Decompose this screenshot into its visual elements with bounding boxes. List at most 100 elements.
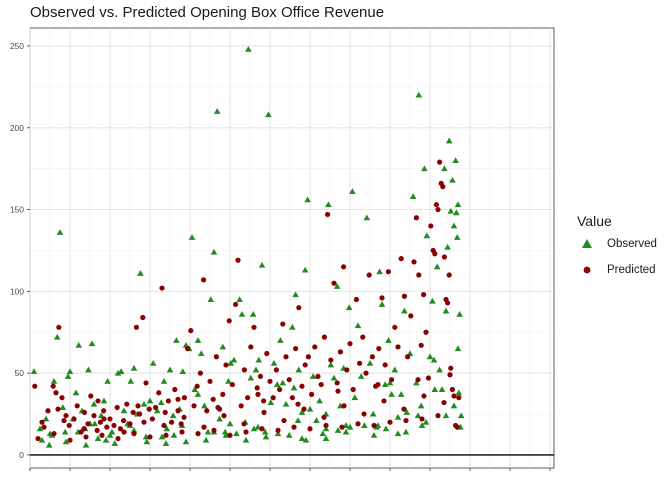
predicted-point	[32, 383, 38, 389]
observed-point	[127, 378, 135, 384]
predicted-point	[178, 421, 184, 427]
predicted-point	[181, 395, 187, 401]
observed-point	[75, 342, 83, 348]
predicted-point	[175, 396, 181, 402]
predicted-point	[221, 413, 227, 419]
predicted-point	[175, 408, 181, 414]
predicted-point	[137, 411, 143, 417]
observed-point	[445, 137, 453, 144]
predicted-point	[195, 431, 201, 437]
predicted-point	[35, 435, 41, 442]
observed-point	[270, 360, 278, 366]
predicted-point	[264, 350, 270, 357]
observed-point	[381, 381, 389, 388]
predicted-point	[235, 257, 241, 263]
observed-point	[104, 378, 111, 384]
observed-point	[391, 366, 399, 373]
predicted-point	[53, 390, 59, 396]
predicted-point	[181, 414, 187, 420]
observed-point	[301, 266, 309, 273]
predicted-point	[366, 272, 372, 278]
predicted-point	[309, 391, 315, 397]
observed-point	[382, 425, 390, 432]
observed-point	[247, 374, 255, 381]
observed-point	[153, 407, 161, 414]
predicted-point	[91, 413, 97, 419]
predicted-point	[357, 360, 363, 366]
predicted-point	[74, 403, 80, 409]
predicted-point	[395, 344, 401, 350]
predicted-point	[335, 388, 341, 394]
predicted-point	[425, 375, 431, 381]
predicted-point	[435, 413, 441, 419]
observed-point	[143, 438, 151, 445]
observed-point	[304, 196, 311, 203]
predicted-point	[67, 437, 73, 443]
predicted-point	[423, 329, 429, 335]
observed-point	[319, 430, 327, 437]
predicted-point	[379, 295, 385, 301]
observed-point	[226, 420, 234, 427]
predicted-point	[446, 272, 452, 278]
observed-point	[252, 366, 260, 373]
observed-point	[444, 243, 451, 250]
observed-point	[50, 378, 58, 384]
predicted-point	[254, 385, 260, 391]
predicted-point	[220, 391, 226, 397]
y-tick-label: 250	[10, 41, 24, 51]
observed-point	[227, 360, 235, 366]
observed-point	[207, 296, 215, 302]
observed-point	[313, 417, 320, 424]
predicted-point	[201, 424, 207, 430]
observed-point	[36, 425, 44, 432]
observed-point	[394, 430, 402, 437]
observed-point	[452, 157, 459, 163]
predicted-point	[363, 370, 369, 376]
observed-point	[306, 405, 314, 412]
observed-point	[442, 307, 450, 314]
predicted-point	[328, 357, 334, 363]
predicted-point	[149, 416, 155, 422]
predicted-point	[223, 362, 229, 368]
observed-point	[456, 310, 463, 317]
predicted-point	[83, 434, 89, 440]
predicted-point	[257, 373, 263, 380]
predicted-point	[416, 272, 422, 278]
observed-point	[170, 431, 178, 438]
observed-point	[298, 409, 306, 415]
observed-point	[453, 234, 461, 240]
observed-point	[401, 307, 408, 314]
predicted-point	[165, 398, 171, 404]
observed-point	[422, 418, 430, 425]
observed-point	[62, 438, 70, 445]
observed-point	[236, 296, 243, 302]
predicted-point	[421, 292, 427, 298]
observed-point	[370, 431, 378, 438]
predicted-point	[61, 417, 67, 424]
predicted-point	[421, 393, 427, 399]
observed-point	[417, 402, 425, 409]
predicted-point	[111, 422, 117, 429]
predicted-point	[81, 409, 87, 415]
predicted-point	[321, 334, 327, 340]
observed-point	[429, 297, 436, 304]
predicted-point	[127, 421, 133, 427]
observed-point	[30, 368, 38, 374]
observed-point	[173, 337, 180, 343]
predicted-point	[413, 215, 419, 221]
predicted-point	[238, 403, 244, 409]
predicted-point	[45, 408, 51, 414]
predicted-point	[241, 421, 247, 427]
predicted-point	[305, 354, 311, 360]
observed-point	[61, 428, 69, 435]
observed-point	[201, 402, 208, 409]
predicted-point	[435, 206, 441, 213]
legend-label-observed: Observed	[607, 238, 657, 250]
predicted-point	[296, 305, 302, 311]
observed-point	[421, 165, 428, 172]
observed-point	[316, 397, 323, 404]
predicted-point	[361, 411, 367, 417]
predicted-point	[163, 432, 169, 438]
observed-point	[130, 364, 138, 371]
observed-point	[255, 356, 263, 363]
